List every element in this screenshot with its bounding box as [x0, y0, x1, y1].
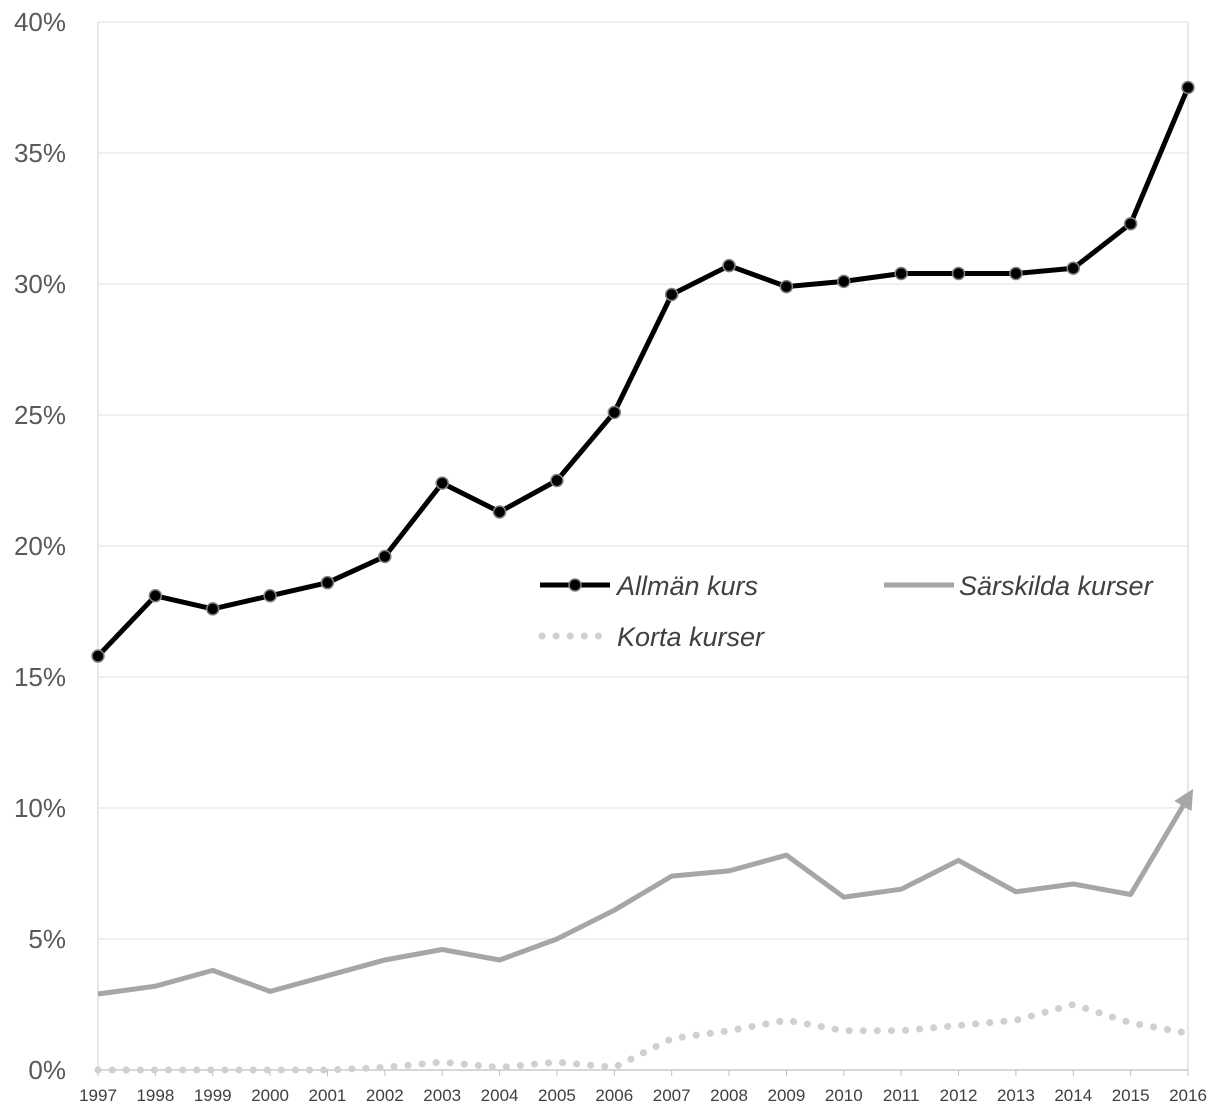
x-tick-label: 2016	[1169, 1086, 1207, 1105]
x-tick-label: 2012	[940, 1086, 978, 1105]
data-point-0-2[interactable]	[205, 602, 220, 616]
data-point-0-5[interactable]	[378, 549, 392, 564]
series-line-0	[96, 86, 1191, 658]
y-tick-label: 35%	[14, 138, 66, 168]
legend: Allmän kurs Särskilda kurser Korta kurse…	[538, 571, 1154, 652]
data-point-0-6[interactable]	[435, 476, 449, 490]
x-axis-ticks: 1997 1998 1999 2000 2001 2002 2003 2004 2005 2006…	[79, 1070, 1207, 1105]
legend-item-allman-kurs[interactable]: Allmän kurs	[540, 571, 758, 601]
x-tick-label: 2008	[710, 1086, 748, 1105]
x-tick-label: 2000	[251, 1086, 289, 1105]
x-tick-label: 2002	[366, 1086, 404, 1105]
data-point-0-15[interactable]	[951, 266, 966, 281]
y-tick-label: 10%	[14, 793, 66, 823]
grid-lines	[98, 21, 1188, 940]
data-point-0-0[interactable]	[91, 649, 105, 663]
x-tick-label: 2003	[423, 1086, 461, 1105]
x-tick-label: 2010	[825, 1086, 863, 1105]
data-point-0-11[interactable]	[722, 258, 736, 273]
legend-item-sarskilda-kurser[interactable]: Särskilda kurser	[884, 571, 1154, 601]
y-tick-label: 0%	[28, 1055, 66, 1085]
y-tick-label: 20%	[14, 531, 66, 561]
legend-marker-allman-kurs	[568, 578, 582, 592]
data-point-0-14[interactable]	[894, 266, 908, 281]
x-tick-label: 2007	[653, 1086, 691, 1105]
x-tick-label: 2005	[538, 1086, 576, 1105]
data-point-0-7[interactable]	[492, 505, 507, 519]
data-point-0-13[interactable]	[837, 274, 851, 289]
data-point-0-1[interactable]	[148, 589, 163, 603]
legend-label-allman-kurs: Allmän kurs	[615, 571, 758, 601]
series-line-2	[94, 1001, 1192, 1074]
data-point-0-3[interactable]	[263, 589, 277, 603]
legend-label-korta-kurser: Korta kurser	[617, 622, 765, 652]
y-tick-label: 5%	[28, 924, 66, 954]
x-tick-label: 2015	[1112, 1086, 1150, 1105]
y-axis-ticks: 0% 5% 10% 15% 20% 25% 30% 35% 40%	[14, 7, 66, 1085]
data-point-0-4[interactable]	[320, 575, 335, 590]
y-tick-label: 40%	[14, 7, 66, 37]
legend-label-sarskilda-kurser: Särskilda kurser	[959, 571, 1154, 601]
series-line-1	[97, 788, 1194, 997]
x-tick-label: 2004	[481, 1086, 519, 1105]
data-point-0-8[interactable]	[550, 473, 564, 488]
x-tick-label: 2014	[1054, 1086, 1092, 1105]
x-tick-label: 1997	[79, 1086, 117, 1105]
data-point-0-18[interactable]	[1123, 216, 1138, 231]
y-tick-label: 30%	[14, 269, 66, 299]
x-tick-label: 1999	[194, 1086, 232, 1105]
x-tick-label: 2011	[883, 1086, 920, 1105]
x-tick-label: 2006	[595, 1086, 633, 1105]
legend-item-korta-kurser[interactable]: Korta kurser	[538, 622, 765, 652]
data-point-0-19[interactable]	[1181, 80, 1195, 95]
data-point-0-17[interactable]	[1066, 261, 1081, 276]
data-point-0-12[interactable]	[779, 279, 794, 294]
y-tick-label: 25%	[14, 400, 66, 430]
y-tick-label: 15%	[14, 662, 66, 692]
data-point-0-16[interactable]	[1009, 266, 1023, 281]
x-tick-label: 2013	[997, 1086, 1035, 1105]
data-point-0-9[interactable]	[607, 405, 622, 420]
x-tick-label: 1998	[136, 1086, 174, 1105]
x-tick-label: 2009	[768, 1086, 806, 1105]
series-layer	[91, 80, 1195, 1074]
x-tick-label: 2001	[309, 1086, 347, 1105]
data-point-0-10[interactable]	[664, 287, 679, 302]
